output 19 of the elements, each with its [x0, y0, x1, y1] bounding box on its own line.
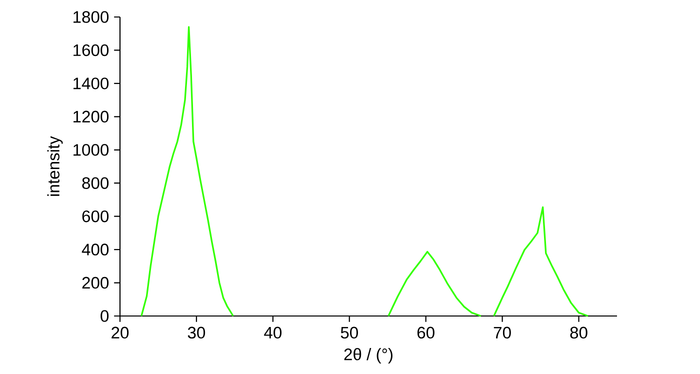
- y-tick-label: 200: [82, 276, 109, 289]
- y-tick-label: 1600: [74, 44, 109, 56]
- y-tick-label: 800: [82, 177, 109, 189]
- x-axis-title: 2θ / (°): [344, 348, 392, 364]
- y-tick-label: 1800: [74, 11, 109, 23]
- y-axis-title: intensity: [47, 136, 63, 196]
- y-tick-label: 1000: [74, 144, 109, 156]
- x-tick-label: 30: [188, 326, 206, 339]
- x-tick-label: 50: [340, 326, 358, 339]
- x-tick-label: 70: [494, 326, 511, 339]
- y-tick-label: 400: [82, 244, 109, 256]
- x-tick-label: 80: [570, 326, 588, 339]
- y-tick-label: 0: [100, 310, 109, 322]
- x-tick-label: 60: [417, 326, 434, 339]
- x-tick-label: 20: [112, 326, 129, 339]
- y-tick-label: 1200: [74, 110, 109, 123]
- x-tick-label: 40: [264, 326, 282, 339]
- y-tick-label: 1400: [74, 78, 109, 90]
- y-tick-label: 600: [82, 210, 109, 222]
